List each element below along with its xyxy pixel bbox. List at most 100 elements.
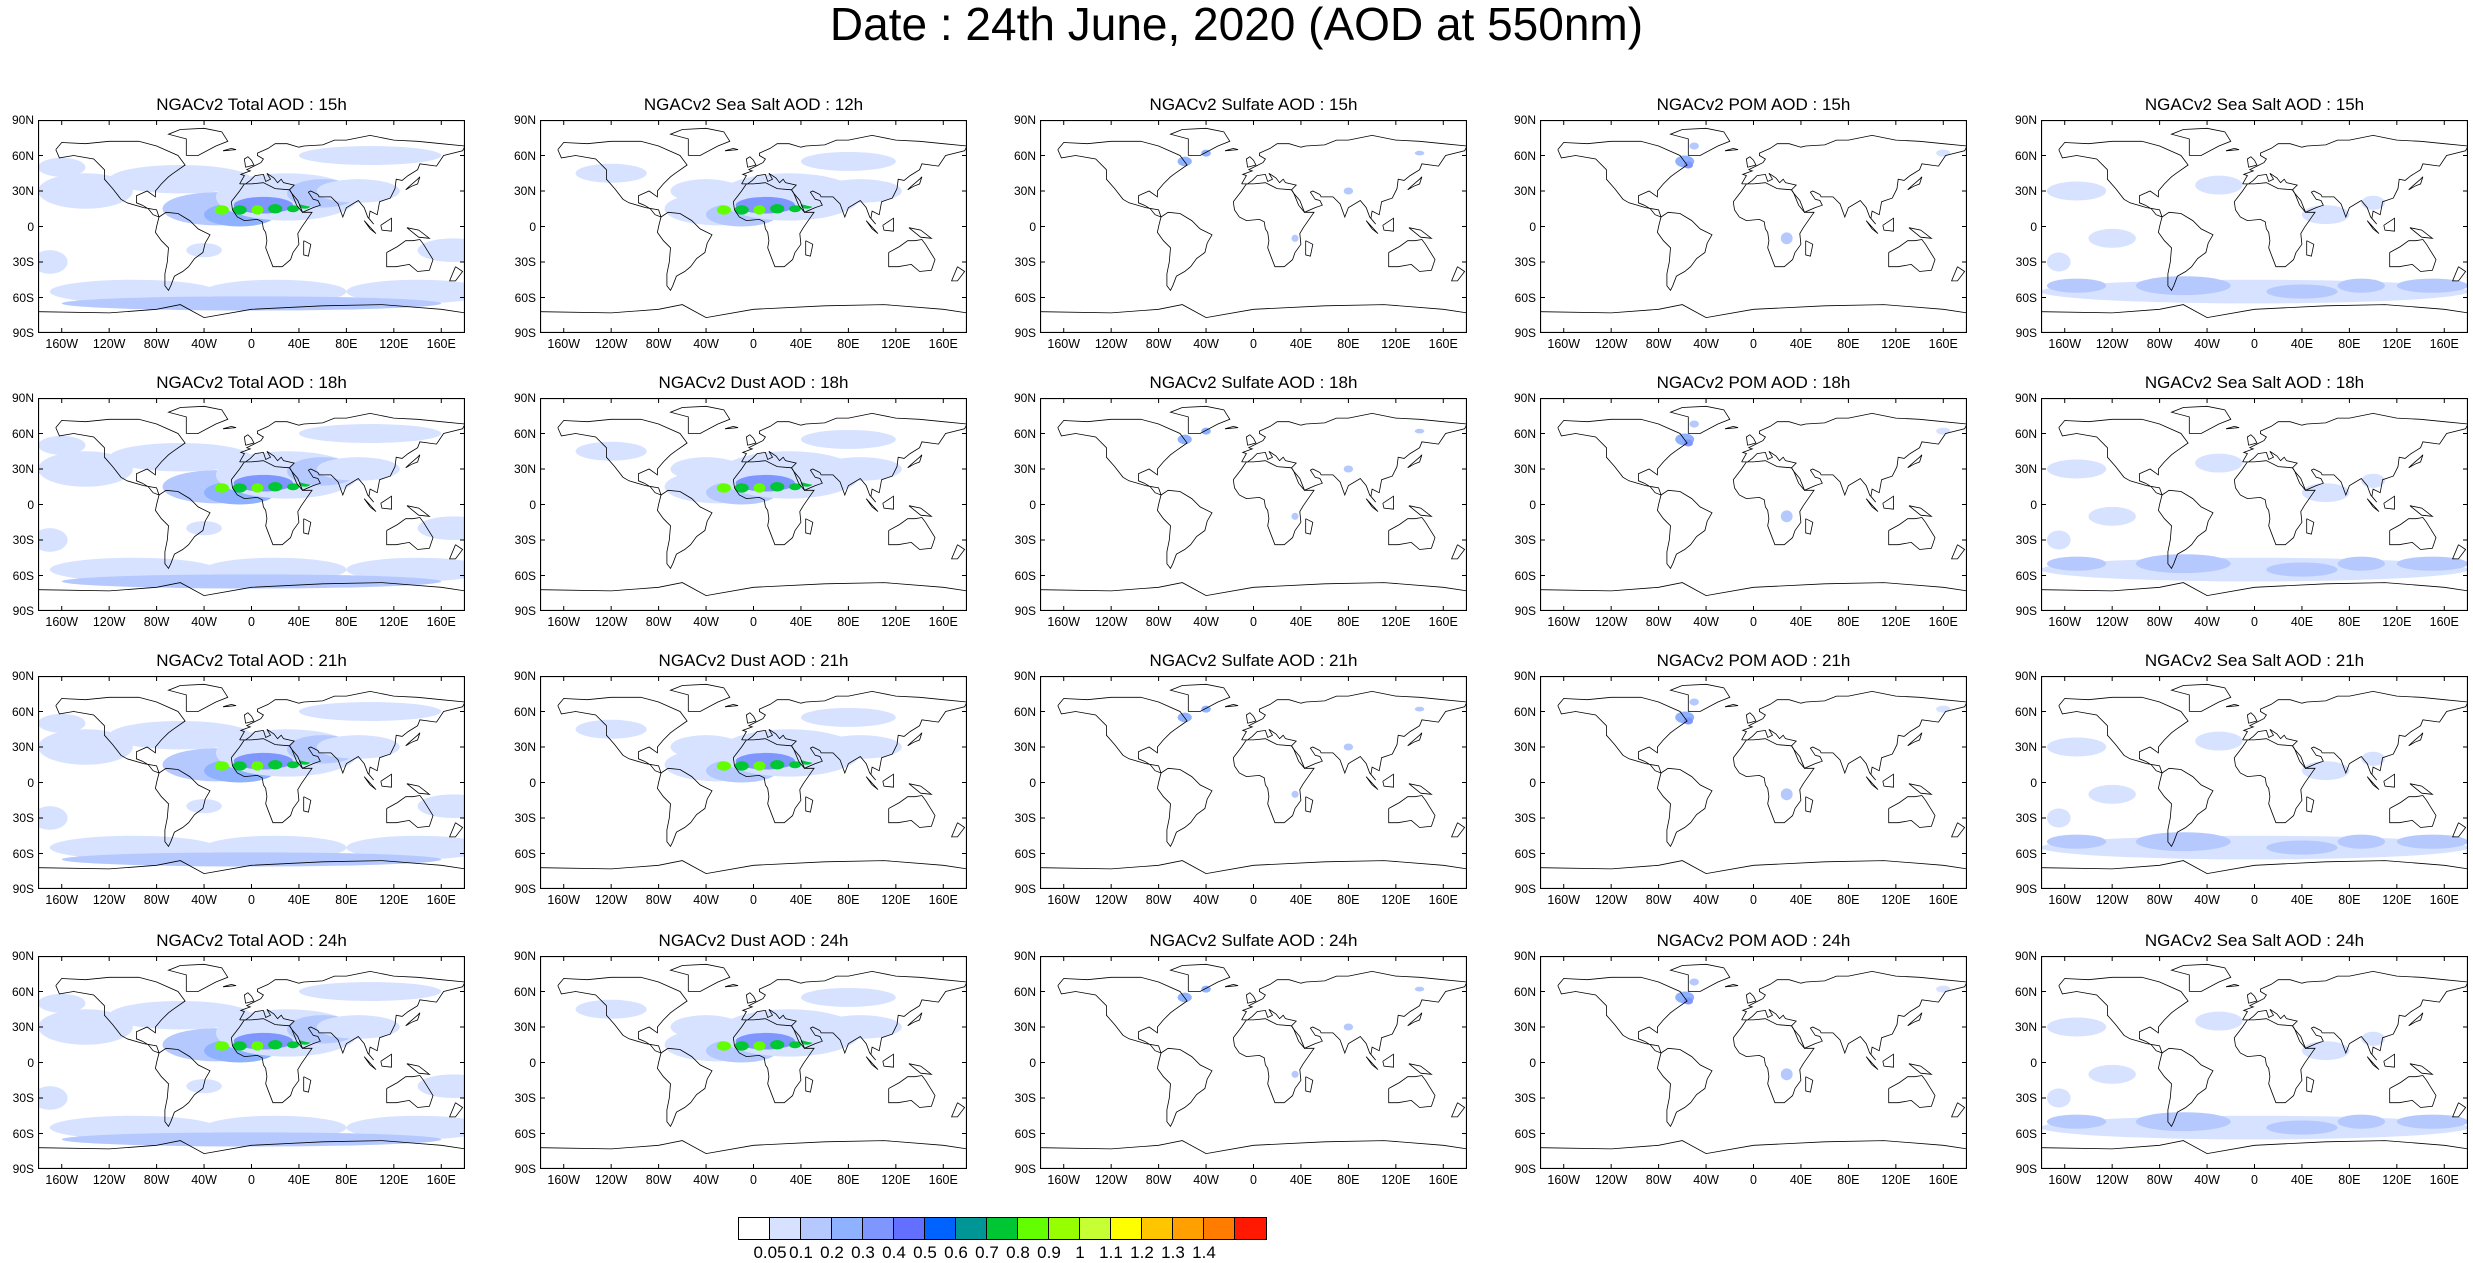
colorbar [738, 1217, 1267, 1240]
panel-title: NGACv2 Sea Salt AOD : 21h [2144, 651, 2365, 670]
lat-tick-label: 60N [1513, 426, 1536, 441]
coastline [55, 418, 186, 496]
coastline [1169, 405, 1231, 434]
coastline [1907, 176, 1923, 191]
coastline [2383, 217, 2395, 232]
coastline [888, 795, 936, 828]
lat-tick-label: 60S [12, 1126, 34, 1141]
coastline [1805, 796, 1814, 813]
lon-tick-label: 80W [1145, 893, 1172, 907]
lon-tick-label: 40W [1193, 615, 1219, 629]
coastline [656, 767, 713, 848]
aod-region [800, 987, 896, 1007]
lon-tick-label: 40W [191, 1173, 217, 1187]
coastline [386, 239, 434, 272]
aod-region [2088, 784, 2136, 804]
aod-region [2301, 1041, 2350, 1061]
lat-tick-label: 60N [11, 984, 34, 999]
aod-region [298, 146, 442, 165]
lat-tick-label: 30S [1514, 533, 1536, 547]
map-plot [2041, 120, 2468, 333]
coastline [1156, 489, 1213, 570]
aod-region [1291, 234, 1299, 242]
lat-tick-label: 30N [513, 462, 536, 476]
colorbar-label: 0.7 [975, 1243, 999, 1262]
lat-tick-label: 30S [2015, 811, 2037, 825]
coastline [230, 460, 313, 546]
coastline [380, 773, 392, 788]
lon-tick-label: 40E [789, 337, 813, 351]
coastline [1741, 134, 1967, 225]
lon-tick-label: 80W [1645, 893, 1672, 907]
map-panel [1040, 676, 1467, 889]
aod-region [186, 521, 222, 536]
lon-tick-label: 160W [1547, 337, 1581, 351]
lon-tick-label: 80E [335, 337, 358, 351]
colorbar-swatch [832, 1218, 863, 1239]
lon-tick-label: 40E [287, 337, 311, 351]
aod-region [2266, 284, 2338, 299]
aod-region [2046, 530, 2071, 550]
lon-tick-label: 160E [2429, 337, 2459, 351]
colorbar-label: 1.2 [1130, 1243, 1154, 1262]
coastline [303, 796, 312, 813]
coastline [1888, 239, 1936, 272]
lat-tick-label: 90S [1014, 1162, 1036, 1176]
lon-tick-label: 120E [881, 1173, 911, 1187]
lat-tick-label: 90N [1513, 669, 1536, 683]
coastline [1232, 182, 1315, 268]
coastline [2058, 418, 2189, 496]
aod-region [2301, 483, 2350, 503]
aod-region [1343, 187, 1354, 195]
lat-tick-label: 60S [12, 290, 34, 305]
coastline [882, 217, 894, 232]
lon-tick-label: 120W [92, 893, 126, 907]
lon-tick-label: 120W [594, 893, 628, 907]
coastline [2408, 1012, 2424, 1027]
lon-tick-label: 80W [1645, 337, 1672, 351]
coastline [1865, 776, 1879, 790]
panel-title: NGACv2 Dust AOD : 18h [658, 373, 849, 392]
lon-tick-label: 120E [1881, 615, 1911, 629]
aod-region [2046, 834, 2107, 849]
colorbar-label: 0.4 [882, 1243, 906, 1262]
aod-region [2301, 761, 2350, 781]
coastline [557, 418, 688, 496]
coastline [1451, 822, 1466, 838]
coastline [1365, 220, 1379, 234]
lat-tick-label: 60S [2015, 290, 2037, 305]
lon-tick-label: 80E [335, 1173, 358, 1187]
coastline [154, 767, 211, 848]
lon-tick-label: 40W [693, 615, 719, 629]
coastline [406, 227, 431, 239]
lat-tick-label: 90S [514, 604, 536, 618]
lat-tick-label: 60S [1014, 568, 1036, 583]
coastline [1382, 217, 1394, 232]
aod-region [716, 483, 731, 493]
coastline [2242, 970, 2468, 1061]
lon-tick-label: 40E [1789, 893, 1813, 907]
aod-region [2046, 737, 2107, 757]
coastline [2408, 454, 2424, 469]
coastline [303, 518, 312, 535]
aod-region [1291, 790, 1299, 798]
aod-region [1780, 1068, 1793, 1081]
aod-region [346, 279, 465, 304]
lat-tick-label: 0 [1529, 1055, 1536, 1070]
coastline [741, 412, 967, 503]
aod-region [770, 1040, 785, 1050]
coastline [1382, 495, 1394, 510]
coastline [1451, 1102, 1466, 1118]
coastline [2366, 776, 2380, 790]
lon-tick-label: 80E [837, 893, 860, 907]
lon-tick-label: 80E [1337, 615, 1360, 629]
coastline [805, 240, 814, 257]
coastline [449, 544, 464, 560]
coastline [1888, 1075, 1936, 1108]
lat-tick-label: 30S [1514, 255, 1536, 269]
aod-region [232, 483, 247, 493]
coastline [745, 992, 757, 1004]
coastline [386, 517, 434, 550]
coastline [230, 1018, 313, 1104]
lat-tick-label: 60N [1013, 984, 1036, 999]
